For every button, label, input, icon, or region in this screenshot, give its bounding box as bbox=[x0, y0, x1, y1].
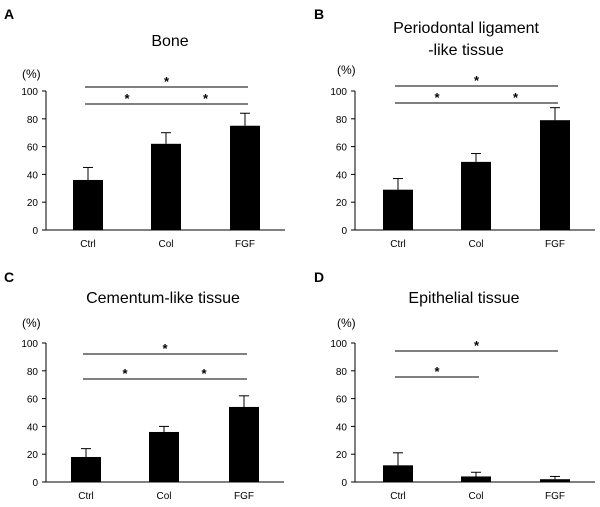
y-tick-label: 80 bbox=[27, 115, 39, 126]
panel-title: Bone bbox=[151, 33, 188, 50]
panel-a: A Bone (%) 0 20 40 60 80 100 Ctrl Col FGF * * * bbox=[4, 6, 285, 250]
x-tick-label: Ctrl bbox=[390, 239, 406, 250]
y-unit-label: (%) bbox=[22, 67, 41, 81]
y-tick-label: 20 bbox=[336, 450, 348, 461]
significance-star: * bbox=[474, 73, 480, 88]
y-tick-label: 100 bbox=[330, 87, 347, 98]
significance-star: * bbox=[122, 366, 128, 381]
x-tick-label: Ctrl bbox=[78, 491, 94, 502]
bar-ctrl bbox=[73, 179, 103, 230]
y-tick-label: 80 bbox=[27, 367, 39, 378]
y-tick-label: 60 bbox=[336, 395, 348, 406]
significance-star: * bbox=[201, 366, 207, 381]
bar-col bbox=[461, 161, 491, 230]
panel-d: D Epithelial tissue (%) 0 20 40 60 80 100 Ctrl… bbox=[314, 269, 595, 502]
y-tick-label: 40 bbox=[336, 170, 348, 181]
y-tick-label: 100 bbox=[330, 339, 347, 350]
significance-star: * bbox=[203, 91, 209, 106]
significance-star: * bbox=[434, 364, 440, 379]
bar-chart: 0 20 40 60 80 100 Ctrl Col FGF * * * bbox=[21, 74, 285, 250]
panel-title: Cementum-like tissue bbox=[86, 290, 240, 307]
panel-letter: C bbox=[4, 269, 14, 285]
bar-chart: 0 20 40 60 80 100 Ctrl Col FGF * * bbox=[330, 338, 595, 502]
panel-c: C Cementum-like tissue (%) 0 20 40 60 80 100 C… bbox=[4, 269, 284, 502]
y-tick-label: 60 bbox=[336, 143, 348, 154]
panel-title-line-1: Periodontal ligament bbox=[393, 20, 539, 37]
x-tick-label: FGF bbox=[235, 239, 255, 250]
panel-b: B Periodontal ligament -like tissue (%) … bbox=[314, 6, 595, 250]
bar-col bbox=[149, 431, 179, 482]
x-tick-label: Col bbox=[468, 239, 483, 250]
bar-chart: 0 20 40 60 80 100 Ctrl Col FGF * * * bbox=[21, 339, 284, 502]
bar-fgf bbox=[540, 120, 570, 230]
bar-col bbox=[461, 476, 491, 482]
y-tick-label: 20 bbox=[27, 198, 39, 209]
y-tick-label: 40 bbox=[27, 422, 39, 433]
x-tick-label: Ctrl bbox=[390, 491, 406, 502]
y-tick-label: 0 bbox=[341, 226, 347, 237]
y-tick-label: 60 bbox=[27, 395, 39, 406]
y-tick-label: 80 bbox=[336, 115, 348, 126]
y-tick-label: 100 bbox=[21, 87, 38, 98]
x-tick-label: FGF bbox=[234, 491, 254, 502]
y-tick-label: 40 bbox=[336, 422, 348, 433]
bar-fgf bbox=[229, 406, 259, 482]
x-tick-label: Col bbox=[158, 239, 173, 250]
bar-ctrl bbox=[71, 456, 101, 482]
x-tick-label: FGF bbox=[545, 491, 565, 502]
panel-title: Epithelial tissue bbox=[408, 290, 519, 307]
y-tick-label: 60 bbox=[27, 143, 39, 154]
significance-star: * bbox=[164, 74, 170, 89]
y-unit-label: (%) bbox=[337, 63, 356, 77]
significance-star: * bbox=[124, 91, 130, 106]
significance-star: * bbox=[513, 90, 519, 105]
significance-star: * bbox=[474, 338, 480, 353]
y-unit-label: (%) bbox=[337, 316, 356, 330]
significance-star: * bbox=[162, 341, 168, 356]
bar-fgf bbox=[230, 125, 260, 230]
x-tick-label: Ctrl bbox=[80, 239, 96, 250]
bar-col bbox=[151, 143, 181, 230]
y-tick-label: 20 bbox=[336, 198, 348, 209]
panel-letter: A bbox=[4, 6, 14, 22]
x-tick-label: Col bbox=[468, 491, 483, 502]
y-unit-label: (%) bbox=[22, 316, 41, 330]
x-tick-label: Col bbox=[156, 491, 171, 502]
y-tick-label: 0 bbox=[32, 226, 38, 237]
panel-letter: B bbox=[314, 6, 324, 22]
bar-ctrl bbox=[383, 189, 413, 230]
significance-star: * bbox=[434, 90, 440, 105]
y-tick-label: 0 bbox=[341, 478, 347, 489]
y-tick-label: 80 bbox=[336, 367, 348, 378]
panel-letter: D bbox=[314, 269, 324, 285]
bar-chart: 0 20 40 60 80 100 Ctrl Col FGF * * * bbox=[330, 73, 595, 250]
bar-ctrl bbox=[383, 465, 413, 482]
bar-fgf bbox=[540, 479, 570, 482]
panel-title-line-2: -like tissue bbox=[428, 42, 504, 59]
x-tick-label: FGF bbox=[545, 239, 565, 250]
y-tick-label: 0 bbox=[32, 478, 38, 489]
y-tick-label: 100 bbox=[21, 339, 38, 350]
y-tick-label: 40 bbox=[27, 170, 39, 181]
y-tick-label: 20 bbox=[27, 450, 39, 461]
